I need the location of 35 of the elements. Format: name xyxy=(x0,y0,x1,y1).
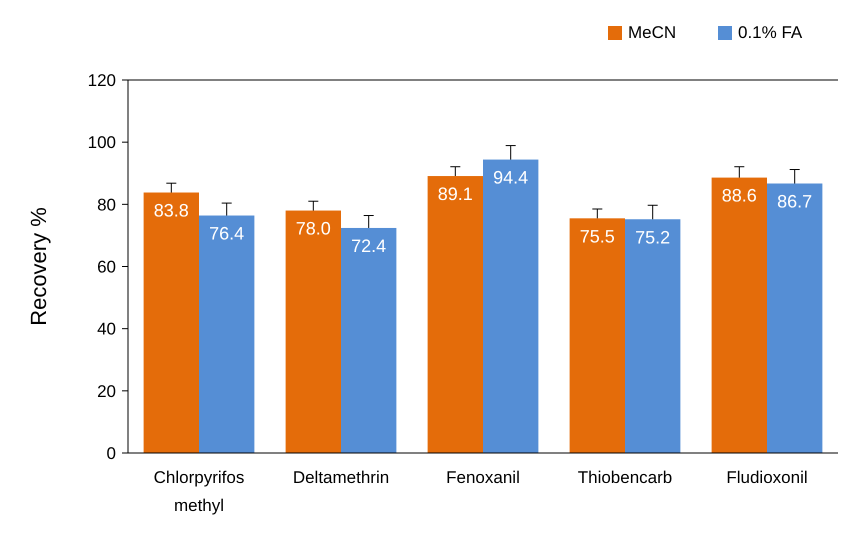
bar xyxy=(341,228,396,453)
x-tick-label: Fenoxanil xyxy=(446,468,520,487)
data-label: 75.2 xyxy=(635,227,670,248)
y-tick-label: 80 xyxy=(97,195,116,214)
data-label: 72.4 xyxy=(351,236,386,256)
y-tick-label: 100 xyxy=(88,133,116,152)
bar xyxy=(144,192,199,453)
data-label: 94.4 xyxy=(493,168,528,188)
y-tick-label: 120 xyxy=(88,70,116,90)
legend-label: MeCN xyxy=(628,23,676,42)
data-label: 86.7 xyxy=(777,192,812,212)
data-label: 88.6 xyxy=(722,186,757,206)
data-label: 75.5 xyxy=(580,226,615,246)
y-tick-label: 0 xyxy=(106,444,116,463)
y-axis-title: Recovery % xyxy=(26,207,51,326)
bar xyxy=(483,160,538,453)
legend-label: 0.1% FA xyxy=(738,23,803,42)
bar xyxy=(767,184,822,453)
x-tick-label: Fludioxonil xyxy=(726,468,808,487)
bar xyxy=(712,178,767,453)
data-label: 76.4 xyxy=(209,224,244,244)
y-tick-label: 60 xyxy=(97,257,116,276)
bar xyxy=(428,176,483,453)
bar xyxy=(570,218,625,453)
x-tick-label: Chlorpyrifos methyl xyxy=(154,468,244,515)
data-label: 89.1 xyxy=(438,184,473,204)
bar xyxy=(199,216,254,453)
y-tick-label: 40 xyxy=(97,320,116,339)
x-tick-label: Thiobencarb xyxy=(578,468,672,487)
x-tick-label: Deltamethrin xyxy=(292,468,390,487)
data-label: 78.0 xyxy=(296,218,331,239)
bar xyxy=(286,210,341,453)
y-tick-label: 20 xyxy=(97,382,116,401)
bar xyxy=(625,219,680,453)
data-label: 83.8 xyxy=(154,200,189,221)
